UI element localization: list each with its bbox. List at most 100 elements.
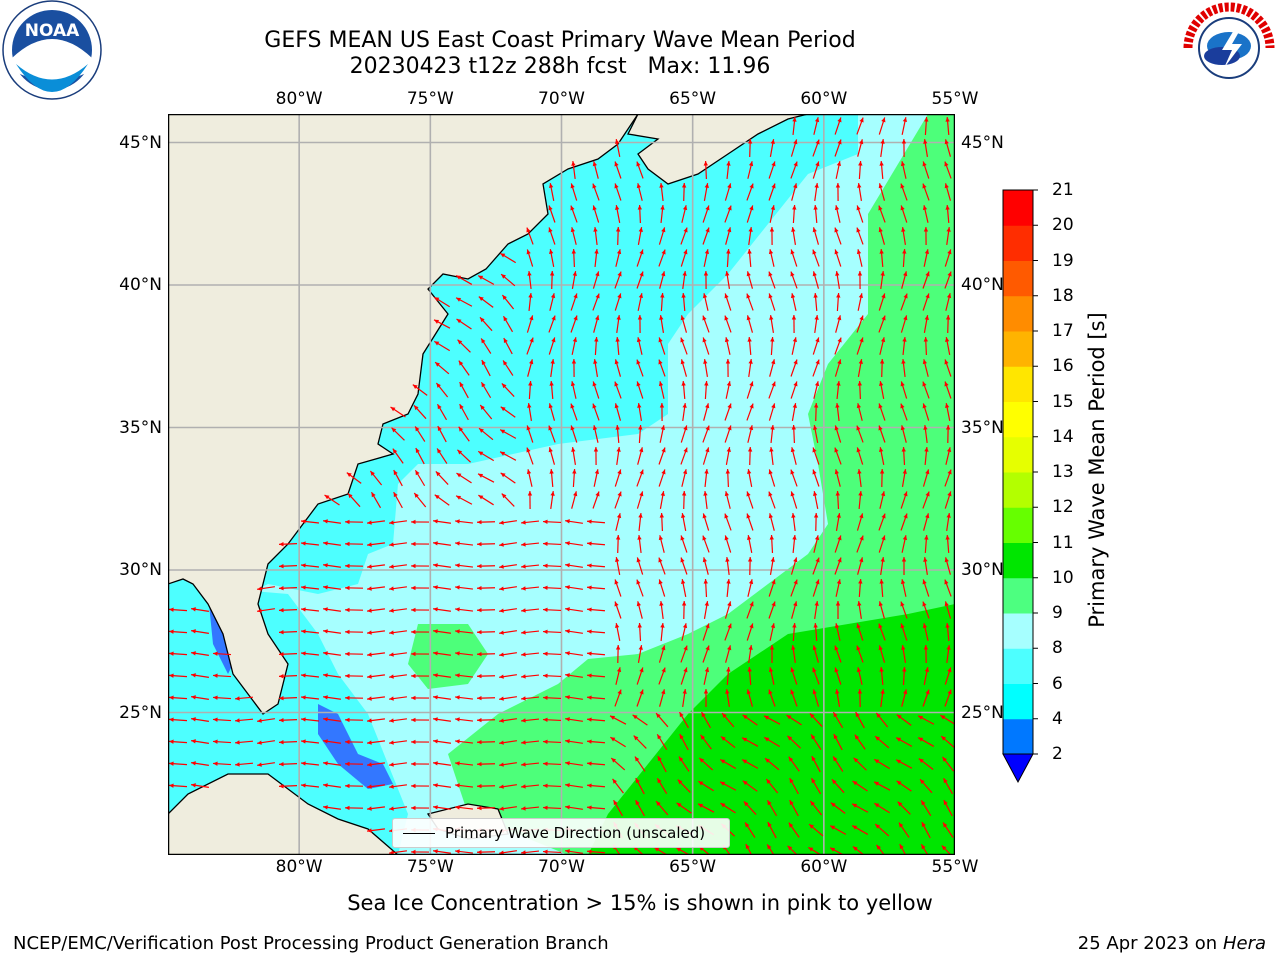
wave-arrow — [812, 469, 820, 487]
wave-arrow — [191, 629, 209, 634]
wave-arrow — [300, 783, 320, 788]
axis-label: 60°W — [800, 89, 848, 109]
wave-arrow — [257, 608, 275, 613]
wave-arrow — [593, 469, 600, 487]
axis-label: 40°N — [961, 275, 1004, 295]
wave-arrow — [410, 629, 430, 635]
wave-arrow — [637, 645, 643, 663]
wave-arrow — [594, 248, 599, 268]
wave-arrow — [637, 447, 644, 465]
colorbar-band — [1003, 331, 1033, 367]
wave-arrow — [834, 139, 842, 157]
wave-arrow — [680, 315, 688, 333]
wave-arrow — [168, 761, 188, 766]
wave-arrow — [742, 780, 758, 792]
wave-arrow — [212, 651, 232, 656]
colorbar-band — [1003, 436, 1033, 473]
wave-arrow — [410, 849, 430, 855]
wave-arrow — [769, 315, 775, 333]
wave-arrow — [323, 519, 341, 524]
wave-arrow — [476, 761, 496, 767]
wave-arrow — [720, 802, 736, 814]
wave-arrow — [856, 337, 864, 355]
colorbar-tick-label: 10 — [1052, 567, 1074, 588]
wave-arrow — [344, 739, 364, 745]
wave-arrow — [790, 579, 798, 597]
wave-arrow — [454, 695, 474, 700]
wave-arrow — [768, 469, 776, 487]
wave-arrow — [300, 629, 320, 634]
wave-arrow — [168, 673, 188, 678]
wave-arrow — [856, 667, 863, 685]
wave-arrow — [501, 294, 515, 310]
wave-arrow — [768, 667, 775, 685]
wave-arrow — [366, 586, 386, 591]
wave-arrow — [323, 783, 341, 788]
wave-arrow — [858, 490, 863, 510]
map-legend: Primary Wave Direction (unscaled) — [392, 818, 730, 848]
wave-arrow — [212, 673, 232, 678]
wave-arrow — [900, 161, 907, 179]
wave-arrow — [344, 761, 364, 767]
wave-arrow — [945, 314, 951, 334]
wave-arrow — [812, 271, 820, 289]
wave-arrow — [388, 806, 408, 811]
wave-arrow — [366, 520, 386, 525]
wave-arrow — [572, 468, 577, 488]
wave-arrow — [658, 447, 666, 465]
wave-arrow — [768, 293, 776, 311]
wave-arrow — [455, 297, 473, 307]
wave-arrow — [476, 673, 496, 679]
wave-arrow — [388, 652, 408, 657]
wave-arrow — [565, 519, 583, 524]
wave-arrow — [520, 718, 540, 723]
wave-arrow — [410, 761, 430, 767]
wave-arrow — [809, 713, 823, 727]
wave-arrow — [257, 586, 275, 591]
wave-arrow — [615, 644, 621, 664]
wave-arrow — [413, 492, 427, 508]
wave-arrow — [344, 629, 364, 635]
wave-arrow — [636, 601, 643, 619]
footer-left: NCEP/EMC/Verification Post Processing Pr… — [13, 933, 609, 954]
wave-arrow — [615, 226, 621, 246]
wave-arrow — [814, 183, 819, 201]
wave-arrow — [834, 205, 841, 223]
wave-arrow — [477, 275, 495, 285]
wave-arrow — [412, 384, 428, 396]
wave-arrow — [278, 630, 298, 635]
wave-arrow — [792, 116, 797, 136]
wave-arrow — [658, 469, 666, 487]
wave-arrow — [834, 337, 842, 355]
wave-arrow — [746, 535, 753, 553]
wave-arrow — [855, 711, 865, 729]
wave-arrow — [212, 761, 232, 766]
wave-arrow — [919, 778, 933, 794]
wave-arrow — [697, 803, 715, 813]
wave-arrow — [586, 673, 606, 678]
axis-label: 65°W — [669, 89, 717, 109]
wave-arrow — [702, 293, 709, 311]
wave-arrow — [944, 579, 952, 597]
wave-arrow — [900, 425, 907, 443]
wave-arrow — [879, 578, 884, 598]
wave-arrow — [614, 183, 622, 201]
wave-arrow — [168, 717, 188, 722]
wave-arrow — [633, 735, 647, 749]
colorbar-band — [1003, 648, 1033, 684]
wave-arrow — [792, 204, 797, 224]
wave-arrow — [791, 314, 797, 334]
wave-arrow — [745, 843, 753, 855]
wave-arrow — [790, 271, 798, 289]
wave-arrow — [812, 689, 820, 707]
wave-arrow — [636, 557, 644, 575]
wave-arrow — [278, 718, 298, 723]
wave-arrow — [746, 205, 754, 223]
wave-arrow — [680, 337, 688, 355]
wave-arrow — [873, 781, 891, 791]
wave-arrow — [764, 757, 780, 771]
wave-arrow — [942, 756, 954, 772]
wave-arrow — [901, 117, 908, 135]
wave-arrow — [526, 469, 533, 487]
axis-label: 45°N — [961, 132, 1004, 153]
